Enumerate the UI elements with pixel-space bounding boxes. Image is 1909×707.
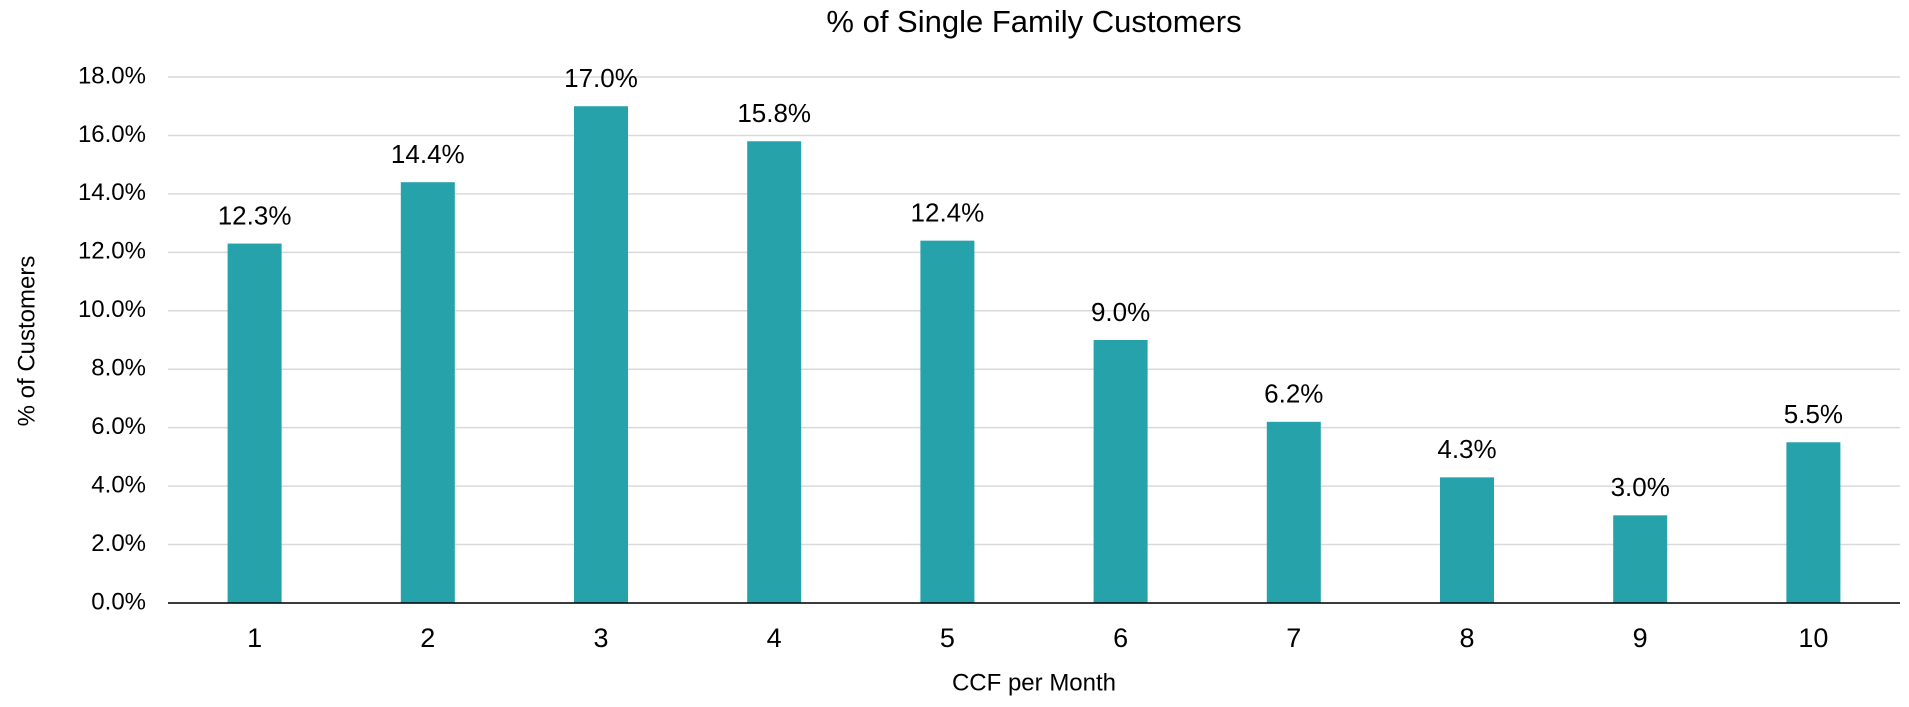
data-label: 12.4% (911, 198, 985, 228)
x-tick-label: 4 (767, 623, 782, 653)
chart-title: % of Single Family Customers (826, 4, 1241, 39)
data-label: 17.0% (564, 63, 638, 93)
bar (920, 240, 975, 603)
bar (1093, 340, 1148, 603)
x-tick-label: 6 (1113, 623, 1128, 653)
x-tick-label: 1 (247, 623, 262, 653)
y-axis-label: % of Customers (13, 256, 40, 427)
y-tick-label: 0.0% (91, 588, 146, 615)
data-label: 12.3% (218, 200, 292, 230)
bar (574, 106, 628, 603)
x-tick-label: 5 (940, 623, 955, 653)
bar (227, 243, 282, 604)
bar (1266, 421, 1321, 603)
y-tick-label: 2.0% (91, 530, 146, 557)
data-label: 15.8% (737, 98, 811, 128)
bar (1613, 515, 1668, 603)
y-tick-label: 8.0% (91, 355, 146, 382)
data-label: 14.4% (391, 139, 465, 169)
x-tick-label: 3 (593, 623, 608, 653)
data-label: 3.0% (1611, 472, 1670, 502)
bar (400, 182, 455, 603)
y-tick-label: 6.0% (91, 413, 146, 440)
data-label: 4.3% (1437, 434, 1496, 464)
y-tick-label: 12.0% (78, 238, 146, 265)
data-label: 6.2% (1264, 379, 1323, 409)
bar (747, 141, 802, 604)
y-tick-label: 18.0% (78, 62, 146, 89)
data-label: 5.5% (1784, 399, 1843, 429)
x-tick-label: 9 (1633, 623, 1648, 653)
y-tick-label: 4.0% (91, 471, 146, 498)
y-tick-label: 14.0% (78, 179, 146, 206)
y-tick-label: 10.0% (78, 296, 146, 323)
bar (1786, 442, 1841, 603)
x-tick-label: 7 (1286, 623, 1301, 653)
x-tick-label: 10 (1798, 623, 1828, 653)
x-axis-label: CCF per Month (952, 669, 1116, 696)
bar (1440, 477, 1494, 603)
y-tick-label: 16.0% (78, 121, 146, 148)
x-tick-label: 8 (1459, 623, 1474, 653)
data-label: 9.0% (1091, 297, 1150, 327)
x-tick-label: 2 (420, 623, 435, 653)
